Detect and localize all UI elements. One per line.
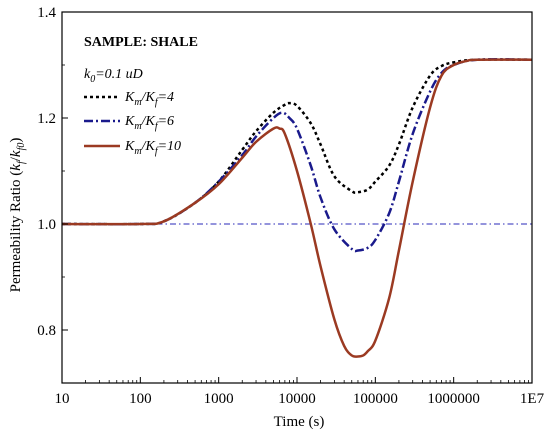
k0-annotation: k0=0.1 uD (84, 67, 143, 85)
legend: Km/Kf=4 Km/Kf=6 Km/Kf=10 (84, 90, 181, 157)
legend-label-km10: Km/Kf=10 (124, 139, 181, 157)
ticks-layer: 10 100 1000 10000 100000 1000000 1E7 0.8 1.0 1.2 1… (37, 5, 544, 407)
x-axis-title: Time (s) (274, 414, 325, 430)
series-line-2 (61, 58, 533, 358)
legend-label-km6: Km/Kf=6 (124, 114, 174, 132)
series-line-1 (61, 58, 533, 253)
k0-annotation-k: k (84, 67, 91, 82)
y-axis-title: Permeability Ratio (kf/kf0) (8, 138, 27, 293)
x-tick-label: 100 (129, 391, 152, 407)
x-tick-label: 1E7 (520, 391, 545, 407)
y-tick-label: 1.2 (37, 111, 56, 127)
x-tick-label: 1000000 (427, 391, 480, 407)
x-tick-label: 10 (55, 391, 70, 407)
sample-annotation: SAMPLE: SHALE (84, 35, 198, 50)
y-tick-label: 1.0 (37, 217, 56, 233)
x-tick-label: 10000 (278, 391, 316, 407)
y-tick-label: 0.8 (37, 323, 56, 339)
series-layer (61, 58, 533, 358)
k0-annotation-sub: 0 (90, 74, 95, 85)
x-tick-label: 100000 (353, 391, 398, 407)
x-tick-label: 1000 (204, 391, 234, 407)
legend-label-km4: Km/Kf=4 (124, 90, 174, 108)
y-tick-label: 1.4 (37, 5, 56, 21)
k0-annotation-rest: =0.1 uD (95, 67, 143, 82)
